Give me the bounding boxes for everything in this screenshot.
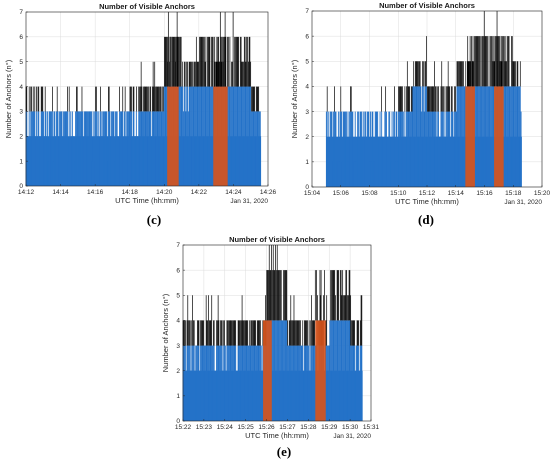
y-tick-label: 4 [19,84,23,91]
x-tick-label: 15:08 [361,190,378,197]
x-axis-label: UTC Time (hh:mm) [395,197,459,206]
x-tick-label: 15:04 [304,190,321,197]
y-axis-label: Number of Anchors (n°) [4,59,13,138]
x-tick-label: 14:18 [122,189,139,196]
chart-panel: 0 1 2 3 4 5 6 7 15:22 15:23 15:24 15:25 15:26 15:27 15… [161,235,380,459]
y-tick-label: 0 [305,184,309,191]
x-tick-label: 15:31 [363,424,380,431]
y-tick-label: 6 [305,33,309,40]
x-tick-label: 15:28 [300,424,317,431]
highlight-band [315,320,326,421]
chart-panel: 0 1 2 3 4 5 6 7 15:04 15:06 15:08 15:10 15:12 15:14 15… [290,1,550,227]
y-tick-label: 0 [19,183,23,190]
y-axis-label: Number of Anchors (n°) [161,293,170,372]
x-tick-label: 15:26 [258,424,275,431]
x-tick-label: 15:30 [342,424,359,431]
y-tick-label: 4 [176,318,180,325]
y-tick-label: 7 [176,242,180,249]
y-tick-label: 2 [19,133,23,140]
y-tick-label: 7 [19,9,23,16]
x-tick-label: 15:27 [279,424,296,431]
y-tick-label: 1 [19,158,23,165]
y-tick-label: 5 [305,58,309,65]
y-tick-label: 1 [305,159,309,166]
x-axis-label: UTC Time (hh:mm) [115,196,179,205]
x-tick-label: 15:23 [196,424,213,431]
x-tick-label: 15:14 [448,190,465,197]
y-tick-label: 3 [305,109,309,116]
x-tick-label: 14:12 [18,189,35,196]
y-tick-label: 3 [176,343,180,350]
chart-panel: 0 1 2 3 4 5 6 7 14:12 14:14 14:16 14:18 14:20 14:22 14… [4,2,277,227]
highlight-band [263,320,272,421]
date-label: Jan 31, 2020 [230,198,268,205]
x-tick-label: 15:22 [175,424,192,431]
x-tick-label: 15:06 [333,190,350,197]
x-tick-label: 15:18 [505,190,522,197]
x-tick-label: 14:24 [225,189,242,196]
y-tick-label: 1 [176,393,180,400]
chart-title: Number of Visible Anchors [229,235,325,244]
y-tick-label: 4 [305,84,309,91]
x-tick-label: 15:10 [390,190,407,197]
x-tick-label: 15:25 [238,424,255,431]
x-tick-label: 15:12 [419,190,436,197]
axes-frame [182,244,372,422]
y-tick-label: 6 [19,34,23,41]
highlight-band [494,86,504,187]
panel-label: (e) [277,444,291,459]
x-tick-label: 15:29 [321,424,338,431]
chart-title: Number of Visible Anchors [379,1,475,10]
highlight-band [465,86,475,187]
x-tick-label: 14:16 [87,189,104,196]
y-tick-label: 2 [305,134,309,141]
panel-label: (c) [147,212,161,227]
y-tick-label: 2 [176,368,180,375]
y-tick-label: 5 [176,292,180,299]
date-label: Jan 31, 2020 [504,199,542,206]
x-tick-label: 14:14 [52,189,69,196]
x-axis-label: UTC Time (hh:mm) [245,431,309,440]
x-tick-label: 15:16 [476,190,493,197]
y-tick-label: 6 [176,267,180,274]
highlight-band [167,86,179,186]
chart-title: Number of Visible Anchors [99,2,195,11]
axes-frame [25,11,269,187]
y-axis-label: Number of Anchors (n°) [290,59,299,138]
x-tick-label: 15:20 [534,190,550,197]
x-tick-label: 15:24 [217,424,234,431]
y-tick-label: 5 [19,59,23,66]
x-tick-label: 14:20 [156,189,173,196]
date-label: Jan 31, 2020 [333,433,371,440]
highlight-band [213,86,228,186]
x-tick-label: 14:22 [191,189,208,196]
y-tick-label: 3 [19,109,23,116]
y-tick-label: 7 [305,8,309,15]
panel-label: (d) [418,212,434,227]
x-tick-label: 14:26 [260,189,277,196]
y-tick-label: 0 [176,418,180,425]
